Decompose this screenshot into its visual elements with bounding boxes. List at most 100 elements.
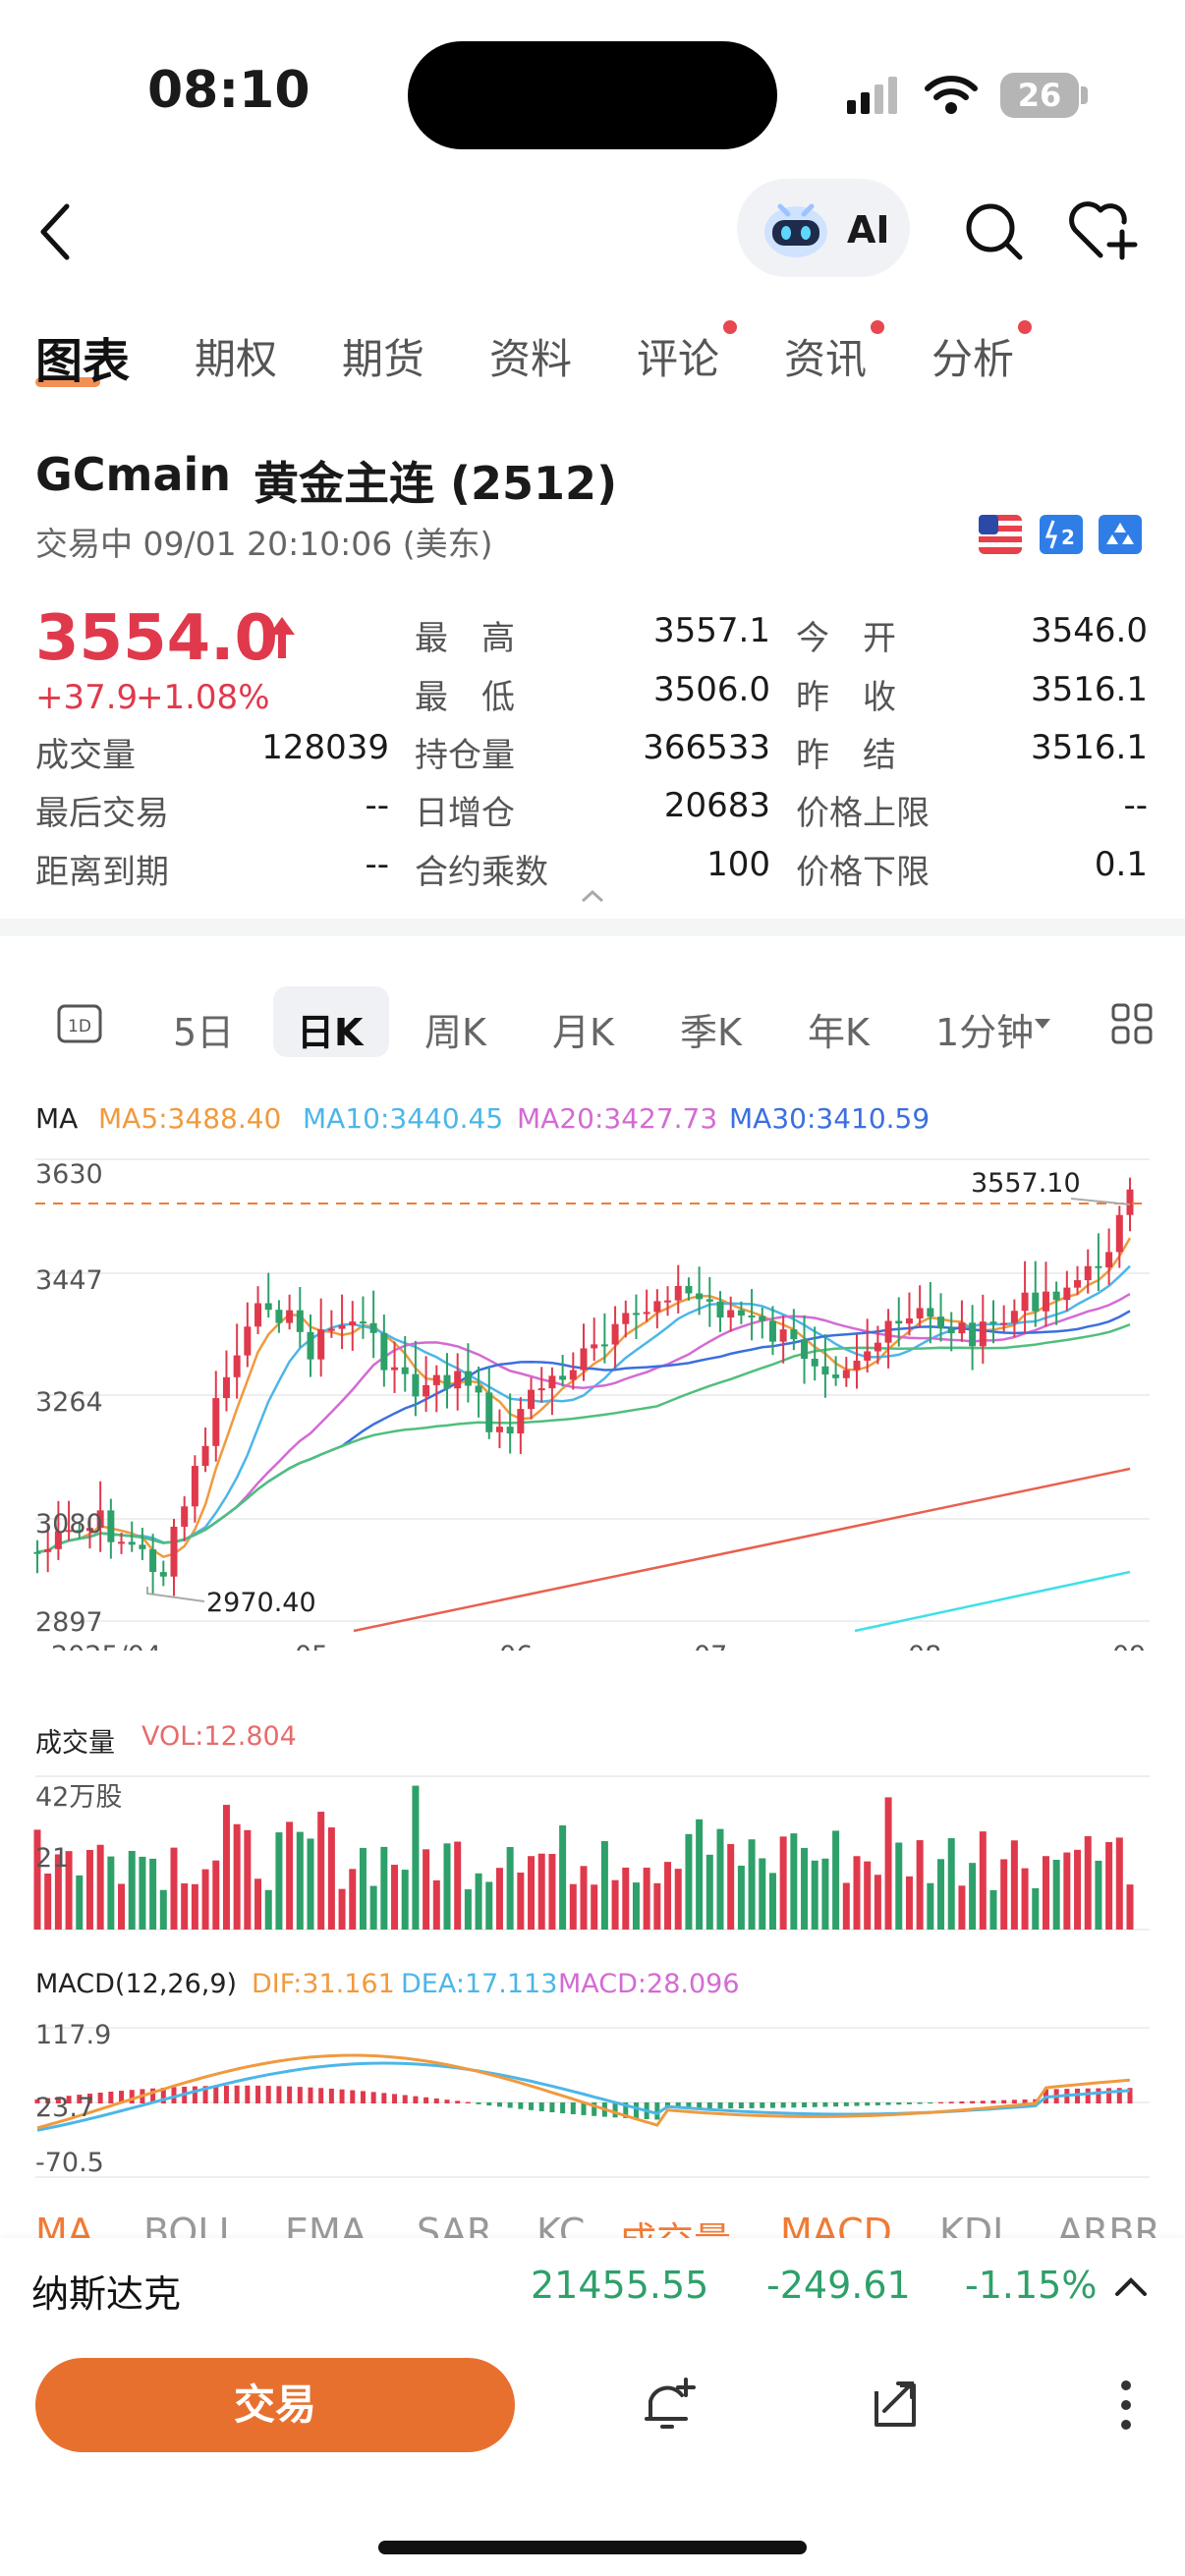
macd-bar [854,2102,860,2106]
candle-body [254,1303,262,1327]
comments-dot [723,320,737,334]
tab-comments[interactable]: 评论 [637,335,720,383]
macd-bar [570,2102,576,2115]
y-tick-3447: 3447 [35,1265,103,1296]
add-watchlist-heart-icon[interactable] [1067,198,1142,263]
volume-bar [401,1870,409,1930]
volume-bar [842,1882,850,1930]
share-icon[interactable] [871,2378,922,2431]
grid-menu-icon[interactable] [1110,1002,1154,1045]
macd-bar [791,2102,797,2108]
candle-body [65,1530,73,1533]
macd-bar [413,2096,419,2103]
period-quarter[interactable]: 季K [680,1011,742,1054]
kline-chart[interactable]: 3630 3447 3264 3080 2897 3557.10 2970.40… [0,1140,1185,1651]
volume-bar [391,1865,399,1930]
macd-chart[interactable]: 117.9 23.7 -70.5 [0,2014,1185,2181]
volume-bar [768,1873,776,1930]
tab-profile[interactable]: 资料 [489,335,573,383]
open-label: 今 开 [796,619,896,658]
back-icon[interactable] [35,202,75,261]
battery-icon: 26 [1000,73,1079,118]
macd-bar [518,2102,524,2109]
x-tick-jul: 07 [694,1641,727,1651]
tab-analysis[interactable]: 分析 [931,335,1015,383]
high-value: 3557.1 [653,611,770,650]
level2-icon[interactable]: 2 [1040,515,1083,554]
volume-bar [674,1869,682,1930]
macd-bar [760,2102,765,2108]
volume-bar [874,1875,881,1930]
macd-bar [896,2102,902,2105]
ma10-line [36,1264,1131,1553]
dynamic-island [408,41,777,149]
volume-bar [139,1856,146,1930]
volume-bar [727,1843,735,1930]
candle-body [653,1301,661,1313]
candle-body [727,1310,735,1317]
index-ticker-bar[interactable] [0,2238,1185,2336]
macd-bar [150,2088,156,2103]
volume-bar [264,1889,272,1930]
volume-bar [359,1847,367,1930]
expand-chevron-icon[interactable] [1114,2275,1148,2297]
period-5d[interactable]: 5日 [173,1011,235,1054]
price-alert-bell-icon[interactable] [641,2376,696,2435]
volume-bar [118,1883,126,1930]
volume-bar [1042,1856,1049,1930]
search-icon[interactable] [963,200,1026,263]
lower-limit-label: 价格下限 [796,853,930,892]
macd-bar [833,2102,839,2107]
ma5-legend: MA5:3488.40 [98,1102,282,1135]
macd-bar [549,2102,555,2113]
candle-body [464,1371,472,1386]
tab-futures[interactable]: 期货 [342,335,425,383]
y-tick-3264: 3264 [35,1387,103,1418]
home-indicator [378,2541,807,2554]
volume-bar [275,1832,283,1930]
candle-body [790,1329,798,1340]
vol-tick-top: 42万股 [35,1782,122,1813]
period-month[interactable]: 月K [552,1011,614,1054]
candle-body [44,1548,52,1552]
period-minute[interactable]: 1分钟 [935,1011,1035,1054]
candle-body [423,1384,430,1397]
tab-news[interactable]: 资讯 [784,335,868,383]
trading-status: 交易中 09/01 20:10:06 (美东) [35,525,493,563]
candle-body [622,1313,630,1324]
tab-chart[interactable]: 图表 [35,334,131,389]
volume-bar [76,1875,84,1930]
macd-bar [1106,2088,1112,2103]
low-annotation: 2970.40 [206,1588,316,1618]
macd-bar [970,2100,976,2103]
tab-options[interactable]: 期权 [195,335,278,383]
macd-bar [234,2085,240,2103]
volume-bar [149,1858,157,1930]
candle-body [85,1528,93,1532]
volume-bar [947,1838,955,1930]
macd-tick-top: 117.9 [35,2020,111,2050]
macd-bar [507,2102,513,2108]
collapse-chevron-icon[interactable] [580,888,605,904]
trade-button[interactable]: 交易 [35,2358,515,2452]
expiry-value: -- [365,845,389,884]
volume-bar [485,1881,493,1930]
volume-chart[interactable]: 42万股 21 [0,1768,1185,1935]
macd-bar [538,2102,544,2111]
macd-bar [392,2094,398,2103]
period-day[interactable]: 日K [297,1011,364,1054]
ma5-line [36,1237,1132,1559]
volume-bar [296,1831,304,1930]
macd-bar [192,2086,198,2103]
period-year[interactable]: 年K [808,1011,870,1054]
period-week[interactable]: 周K [424,1011,486,1054]
candle-body [149,1548,157,1573]
volume-bar [44,1874,52,1930]
candle-body [979,1321,987,1347]
more-options-icon[interactable] [1118,2378,1134,2433]
period-1d-icon[interactable]: 1D [57,1004,102,1043]
volume-bar [244,1829,252,1930]
oi-change-value: 20683 [663,786,770,825]
volume-bar [1084,1835,1092,1930]
candle-body [779,1329,787,1342]
